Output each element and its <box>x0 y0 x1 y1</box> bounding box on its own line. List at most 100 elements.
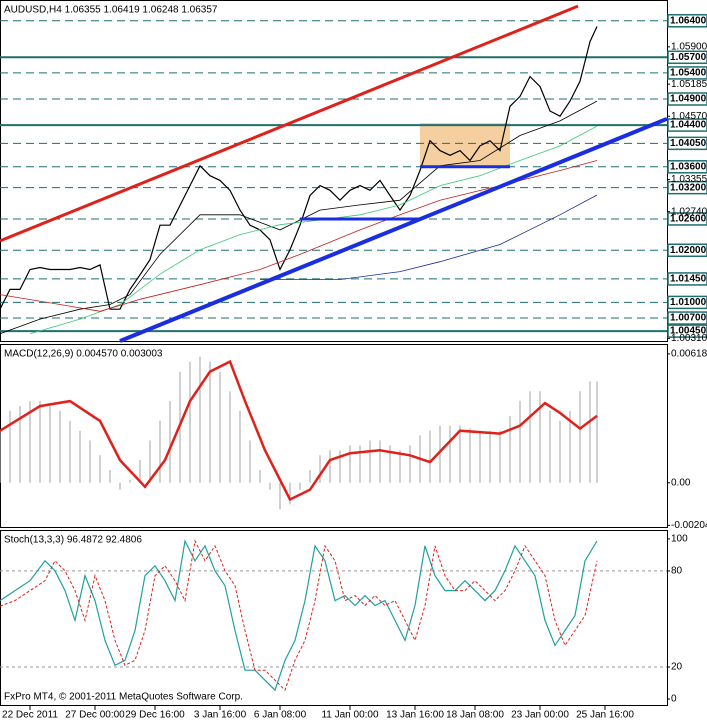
level-label: 1.05700 <box>670 52 707 63</box>
histogram-bar <box>329 450 331 483</box>
histogram-bar <box>439 425 441 483</box>
x-tick-label: 22 Dec 2011 <box>2 710 58 721</box>
panel-title: AUDUSD,H4 1.06355 1.06419 1.06248 1.0635… <box>4 5 218 16</box>
level-label-box <box>667 66 707 80</box>
level-label-box <box>667 295 707 310</box>
histogram-bar <box>569 410 571 483</box>
histogram-bar <box>29 401 31 483</box>
x-tick-label: 13 Jan 16:00 <box>386 710 444 721</box>
histogram-bar <box>399 450 401 483</box>
x-tick-label: 18 Jan 08:00 <box>446 710 504 721</box>
histogram-bar <box>169 401 171 483</box>
histogram-bar <box>279 482 281 510</box>
x-tick-label: 27 Dec 00:00 <box>65 710 125 721</box>
histogram-bar <box>49 406 51 483</box>
panel-frame <box>0 530 668 706</box>
histogram-bar <box>319 455 321 483</box>
histogram-bar <box>449 425 451 483</box>
level-label: 1.04050 <box>670 138 707 149</box>
histogram-bar <box>9 410 11 483</box>
histogram-bar <box>409 445 411 483</box>
histogram-bar <box>149 440 151 483</box>
histogram-bar <box>39 401 41 483</box>
level-label: 1.00450 <box>670 326 707 337</box>
y-tick-label: 0.00 <box>671 477 691 488</box>
histogram-bar <box>509 415 511 483</box>
histogram-bar <box>189 361 191 483</box>
histogram-bar <box>0 430 1 483</box>
x-tick-label: 11 Jan 00:00 <box>321 710 379 721</box>
histogram-bar <box>139 460 141 483</box>
level-label: 1.04400 <box>670 120 707 131</box>
y-tick-label: 1.05185 <box>671 79 707 90</box>
level-label-box <box>667 243 707 258</box>
histogram-bar <box>369 440 371 483</box>
level-label-box <box>667 118 707 132</box>
y-tick-label: 0.00618 <box>671 349 707 360</box>
histogram-bar <box>249 440 251 483</box>
histogram-bar <box>159 420 161 483</box>
histogram-bar <box>289 482 291 505</box>
histogram-bar <box>59 410 61 483</box>
histogram-bar <box>269 482 271 490</box>
level-label: 1.03600 <box>670 161 707 172</box>
histogram-bar <box>429 430 431 483</box>
histogram-bar <box>559 420 561 483</box>
histogram-bar <box>79 430 81 483</box>
level-label: 1.03200 <box>670 182 707 193</box>
panel-title: Stoch(13,3,3) 96.4872 92.4806 <box>4 535 142 546</box>
series-line <box>260 194 598 280</box>
level-label: 1.06400 <box>670 15 707 26</box>
histogram-bar <box>596 381 598 483</box>
trendline <box>119 116 668 343</box>
histogram-bar <box>99 455 101 483</box>
series-line <box>0 26 598 310</box>
level-label: 1.00700 <box>670 313 707 324</box>
level-label: 1.05400 <box>670 68 707 79</box>
level-label-box <box>667 14 707 28</box>
y-tick-label: 20 <box>671 662 683 673</box>
histogram-bar <box>309 470 311 483</box>
level-label: 1.01450 <box>670 274 707 285</box>
y-tick-label: 0 <box>671 694 677 705</box>
level-label: 1.02600 <box>670 214 707 225</box>
level-label: 1.01000 <box>670 297 707 308</box>
histogram-bar <box>69 420 71 483</box>
y-tick-label: -0.00204 <box>671 520 707 531</box>
level-label: 1.02000 <box>670 245 707 256</box>
level-label-box <box>667 180 707 195</box>
histogram-bar <box>129 479 131 483</box>
series-line <box>0 539 598 692</box>
histogram-bar <box>89 440 91 483</box>
level-label-box <box>667 136 707 151</box>
histogram-bar <box>549 410 551 483</box>
level-label: 1.04900 <box>670 94 707 105</box>
histogram-bar <box>219 371 221 483</box>
level-label-box <box>667 311 707 325</box>
histogram-bar <box>459 425 461 483</box>
histogram-bar <box>259 470 261 483</box>
footer: FxPro MT4, © 2001-2011 MetaQuotes Softwa… <box>4 692 243 703</box>
histogram-bar <box>379 440 381 483</box>
x-tick-label: 3 Jan 16:00 <box>194 710 247 721</box>
histogram-bar <box>489 430 491 483</box>
level-label-box <box>667 212 707 226</box>
histogram-bar <box>479 430 481 483</box>
histogram-bar <box>209 361 211 483</box>
histogram-bar <box>469 428 471 483</box>
histogram-bar <box>119 482 121 490</box>
level-label-box <box>667 92 707 106</box>
series-line <box>0 100 598 335</box>
y-tick-label: 1.03355 <box>671 174 707 185</box>
histogram-bar <box>229 391 231 483</box>
x-tick-label: 25 Jan 16:00 <box>576 710 634 721</box>
histogram-bar <box>339 450 341 483</box>
histogram-bar <box>519 401 521 483</box>
x-tick-label: 29 Dec 16:00 <box>125 710 185 721</box>
level-label-box <box>667 50 707 65</box>
y-tick-label: 1.00310 <box>671 333 707 344</box>
x-tick-label: 6 Jan 08:00 <box>254 710 307 721</box>
trendline <box>0 4 579 243</box>
y-tick-label: 1.04570 <box>671 111 707 122</box>
